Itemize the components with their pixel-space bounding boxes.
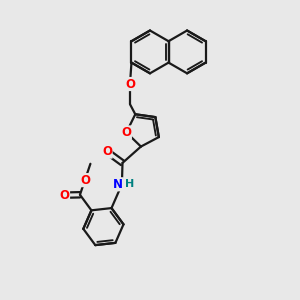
Text: O: O: [59, 189, 70, 202]
Text: O: O: [125, 77, 135, 91]
Text: H: H: [125, 179, 135, 189]
Text: O: O: [102, 145, 112, 158]
Text: O: O: [122, 126, 131, 139]
Text: O: O: [80, 174, 90, 187]
Text: N: N: [113, 178, 123, 191]
